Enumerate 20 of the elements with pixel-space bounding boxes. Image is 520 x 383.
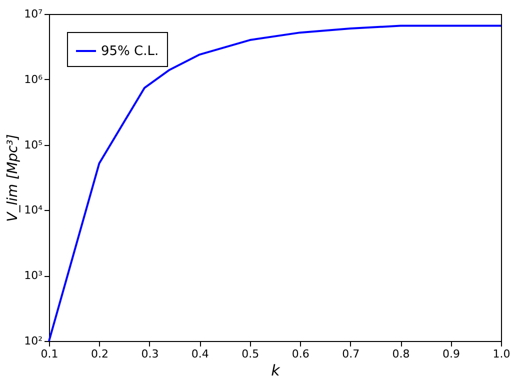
legend-label: 95% C.L.: [101, 44, 159, 59]
x-tick-label: 0.2: [90, 348, 108, 360]
y-tick-label: 10⁵: [24, 138, 42, 152]
y-axis-title: V_lim [Mpc³]: [5, 134, 22, 222]
y-tick-label: 10⁶: [24, 72, 44, 86]
y-tick-label: 10²: [24, 334, 42, 348]
x-tick-label: 0.7: [342, 348, 360, 360]
y-tick-label: 10³: [24, 269, 42, 282]
x-axis-title: k: [271, 362, 282, 380]
x-tick-label: 0.5: [242, 348, 260, 360]
y-tick-label: 10⁷: [24, 8, 42, 20]
x-tick-label: 0.6: [292, 348, 310, 360]
x-tick-label: 0.9: [442, 348, 460, 360]
x-tick-label: 0.4: [191, 348, 209, 360]
line-series: [48, 24, 502, 342]
x-tick-label: 0.3: [141, 348, 159, 360]
x-tick-label: 1.0: [492, 348, 510, 360]
y-tick-label: 10⁴: [24, 204, 44, 217]
x-tick-label: 0.1: [40, 348, 58, 360]
x-tick-label: 0.8: [392, 348, 410, 360]
